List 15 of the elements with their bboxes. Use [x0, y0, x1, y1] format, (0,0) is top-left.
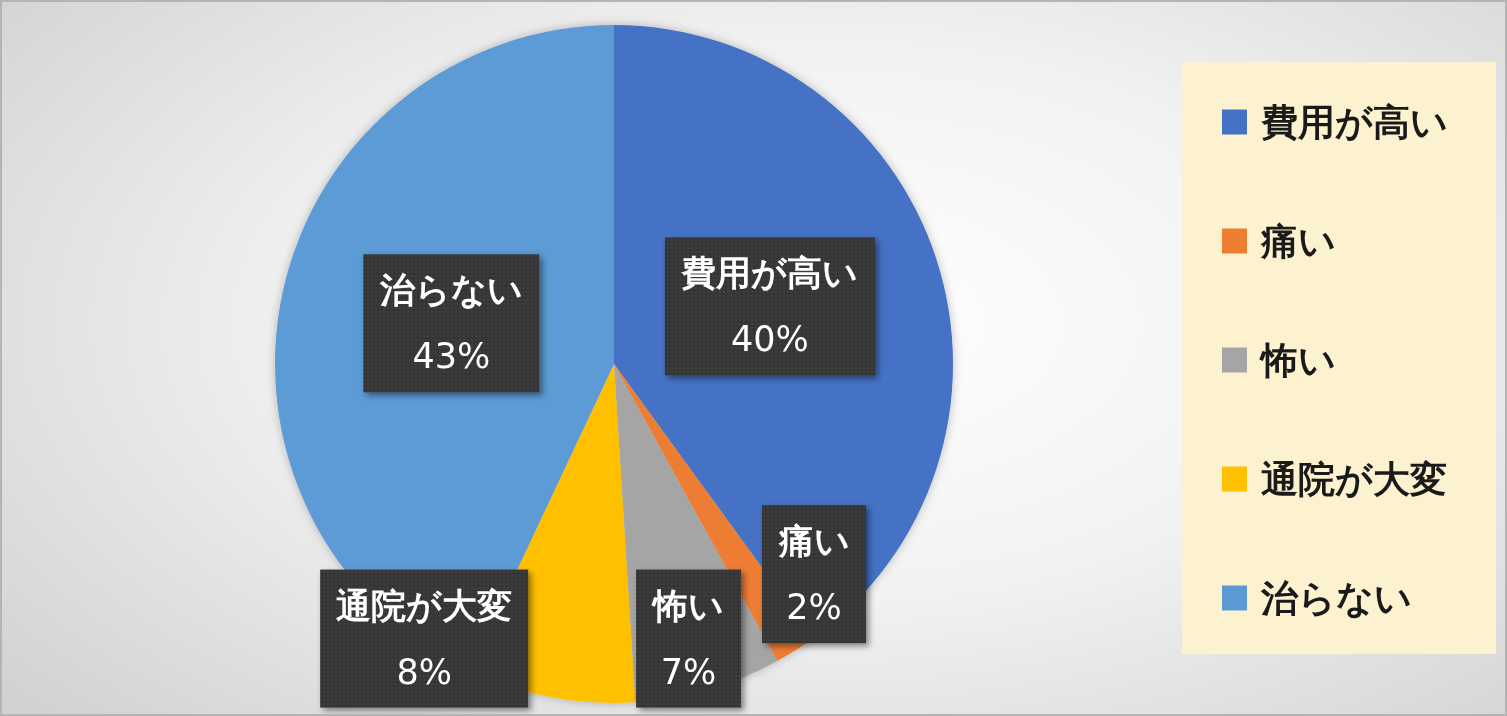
data-label: 7%	[660, 651, 717, 692]
slice-label: 治らない	[378, 270, 523, 311]
legend-label: 費用が高い	[1260, 100, 1448, 144]
slice-label: 痛い	[777, 521, 850, 562]
legend-label: 治らない	[1260, 576, 1412, 620]
legend-label: 痛い	[1260, 219, 1336, 263]
slice-label: 費用が高い	[680, 253, 859, 294]
data-label: 40%	[731, 319, 809, 360]
legend-label: 通院が大変	[1261, 457, 1447, 501]
slice-label: 怖い	[651, 585, 725, 626]
legend-label: 怖い	[1259, 338, 1336, 382]
data-label: 43%	[412, 336, 491, 377]
slice-label: 通院が大変	[336, 585, 513, 626]
data-label: 8%	[396, 651, 452, 692]
data-label: 2%	[786, 587, 842, 628]
